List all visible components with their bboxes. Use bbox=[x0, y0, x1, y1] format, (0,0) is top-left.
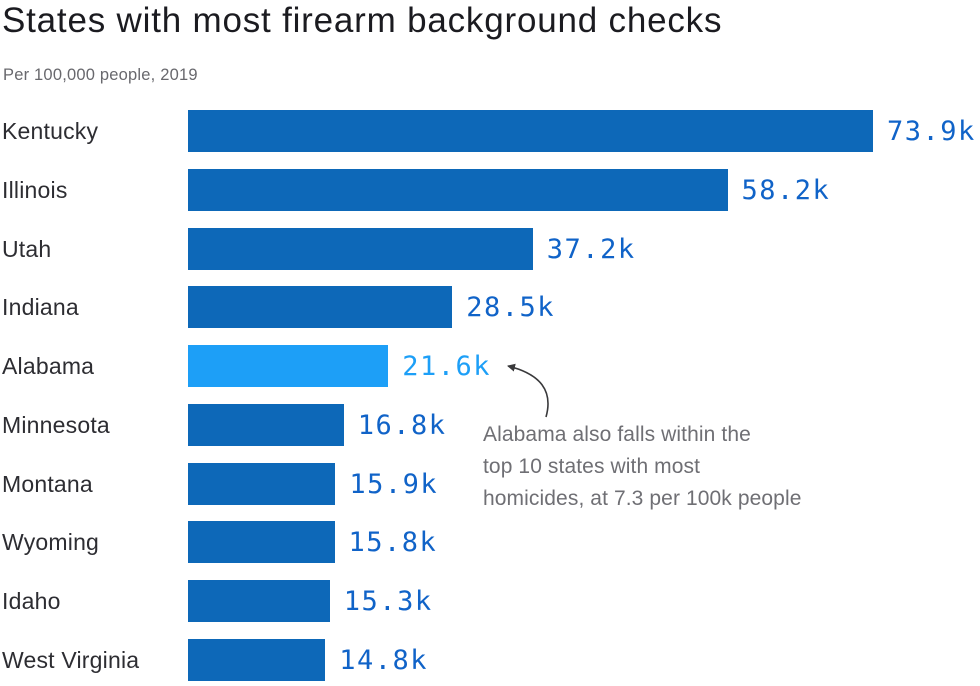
curved-arrow-icon bbox=[507, 363, 549, 418]
bar bbox=[188, 462, 336, 505]
bar-value-label: 28.5k bbox=[466, 292, 555, 324]
bar-row: Indiana 28.5k bbox=[0, 286, 980, 329]
annotation-text: Alabama also falls within the top 10 sta… bbox=[483, 419, 802, 515]
bar-category-label: West Virginia bbox=[2, 647, 140, 674]
bar-row: Montana 15.9k bbox=[0, 462, 980, 505]
bar-value-label: 73.9k bbox=[887, 116, 976, 147]
bar bbox=[188, 580, 330, 623]
bar bbox=[188, 110, 873, 152]
bar bbox=[188, 168, 728, 211]
bar-category-label: Kentucky bbox=[2, 118, 99, 144]
bar bbox=[188, 286, 453, 329]
bar-row: Utah 37.2k bbox=[0, 227, 980, 270]
bar bbox=[188, 403, 344, 446]
bar-category-label: Idaho bbox=[2, 588, 61, 615]
chart-title: States with most firearm background chec… bbox=[2, 1, 723, 40]
bar-value-label: 21.6k bbox=[402, 351, 491, 383]
bar-value-label: 37.2k bbox=[546, 233, 636, 265]
bar-category-label: Wyoming bbox=[2, 529, 100, 556]
bar-value-label: 58.2k bbox=[741, 174, 831, 206]
bar-value-label: 16.8k bbox=[357, 409, 447, 441]
bar-value-label: 14.8k bbox=[339, 645, 428, 677]
bar-value-label: 15.8k bbox=[348, 527, 438, 559]
bar-category-label: Indiana bbox=[2, 294, 79, 321]
annotation-line-2: top 10 states with most bbox=[483, 455, 701, 478]
bar-row: Wyoming 15.8k bbox=[0, 521, 980, 564]
bar bbox=[188, 639, 326, 682]
bar-category-label: Montana bbox=[2, 470, 93, 497]
bar-highlighted bbox=[188, 345, 389, 388]
annotation-line-1: Alabama also falls within the bbox=[483, 423, 751, 446]
chart-subtitle: Per 100,000 people, 2019 bbox=[3, 66, 198, 84]
bar-category-label: Utah bbox=[2, 235, 52, 262]
bar-row: Minnesota 16.8k bbox=[0, 403, 980, 446]
bar-row: Kentucky 73.9k bbox=[0, 110, 980, 152]
bar bbox=[188, 521, 335, 564]
bar-value-label: 15.3k bbox=[343, 586, 433, 618]
annotation-line-3: homicides, at 7.3 per 100k people bbox=[483, 487, 802, 510]
bar-category-label: Illinois bbox=[2, 176, 68, 203]
bar-row: Idaho 15.3k bbox=[0, 580, 980, 623]
bar-category-label: Minnesota bbox=[2, 411, 110, 438]
bar-value-label: 15.9k bbox=[349, 468, 439, 500]
bar-row: Alabama 21.6k bbox=[0, 345, 980, 388]
bar-category-label: Alabama bbox=[2, 353, 95, 380]
bar bbox=[188, 227, 533, 270]
bar-row: West Virginia 14.8k bbox=[0, 639, 980, 682]
bar-row: Illinois 58.2k bbox=[0, 168, 980, 211]
